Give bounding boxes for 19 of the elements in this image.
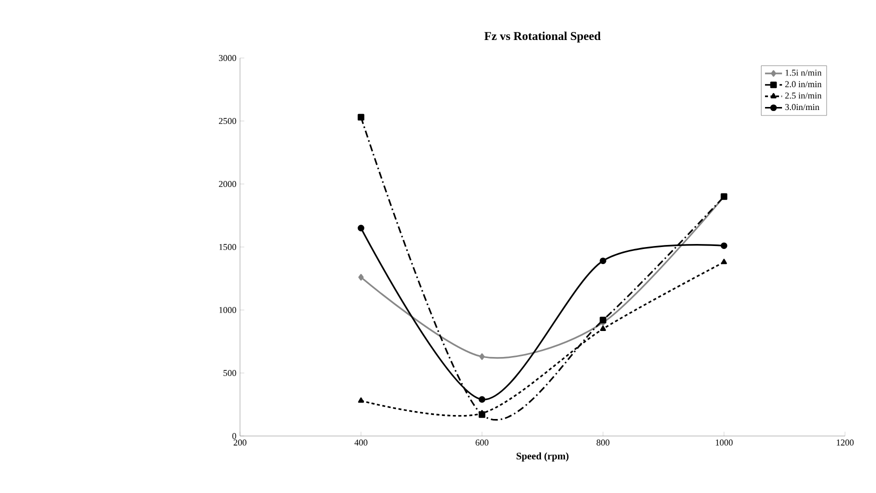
legend-label: 2.0 in/min <box>785 81 822 88</box>
x-tick-label: 600 <box>476 440 488 446</box>
y-tick-label: 500 <box>224 370 236 376</box>
legend-label: 3.0in/min <box>785 104 820 110</box>
x-tick-label: 800 <box>596 440 610 446</box>
y-tick-label: 3000 <box>218 54 236 62</box>
y-tick-label: 2000 <box>218 180 236 188</box>
legend-label: 2.5 in/min <box>785 92 822 99</box>
y-tick-label: 2500 <box>218 118 236 124</box>
legend-label: 1.5i n/min <box>786 70 822 76</box>
y-tick-label: 1000 <box>219 306 236 314</box>
x-tick-label: 400 <box>354 440 368 446</box>
y-tick-label: 0 <box>232 432 236 440</box>
y-tick-label: 1500 <box>219 244 236 250</box>
x-tick-label: 200 <box>234 440 246 446</box>
x-axis-title: Speed (rpm) <box>516 452 568 462</box>
chart-title: Fz vs Rotational Speed <box>484 32 601 42</box>
x-tick-label: 1200 <box>836 440 854 446</box>
x-tick-label: 1000 <box>716 440 733 446</box>
